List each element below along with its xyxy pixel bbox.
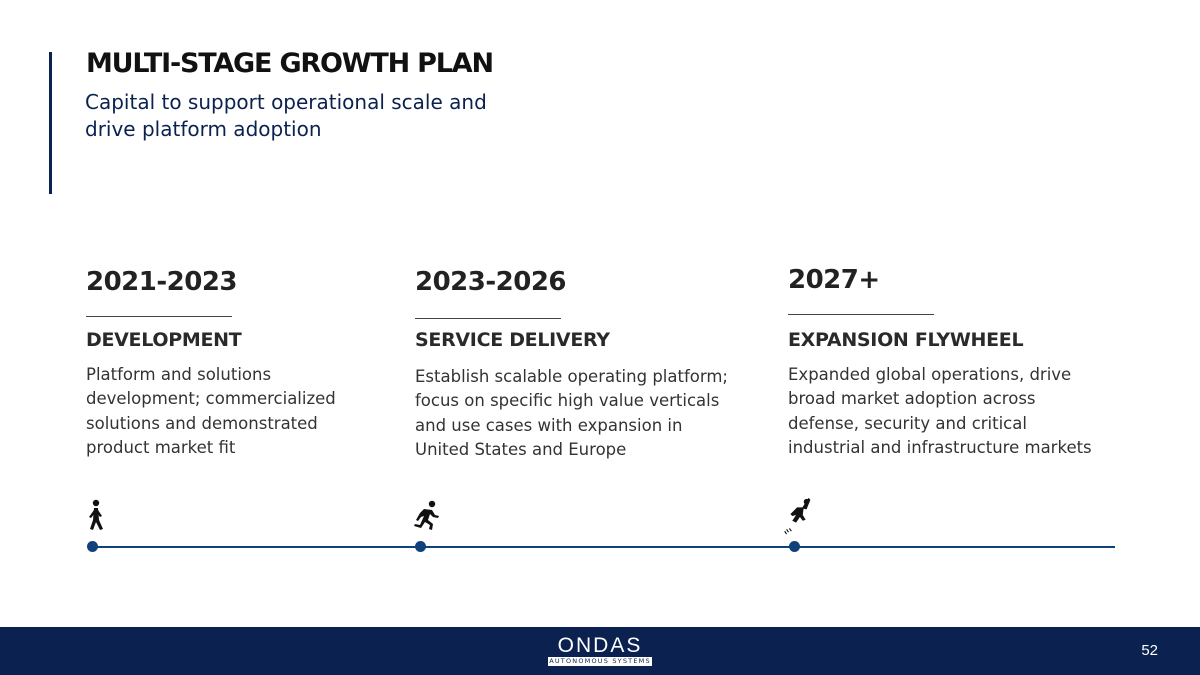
stage-divider <box>415 318 561 319</box>
stage-development: 2021-2023 DEVELOPMENT Platform and solut… <box>86 267 366 297</box>
stage-name: SERVICE DELIVERY <box>415 329 610 351</box>
stage-period: 2023-2026 <box>415 267 745 297</box>
stage-period: 2021-2023 <box>86 267 366 297</box>
stage-name: DEVELOPMENT <box>86 329 241 351</box>
stage-description: Establish scalable operating platform; f… <box>415 365 740 462</box>
timeline-line <box>91 546 1115 548</box>
stage-description: Platform and solutions development; comm… <box>86 363 351 460</box>
timeline-milestone-2027 <box>789 541 800 552</box>
stage-service-delivery: 2023-2026 SERVICE DELIVERY Establish sca… <box>415 267 745 297</box>
page-title: MULTI-STAGE GROWTH PLAN <box>86 48 493 79</box>
stage-description: Expanded global operations, drive broad … <box>788 363 1108 460</box>
ondas-logo: ONDAS AUTONOMOUS SYSTEMS <box>545 636 655 666</box>
stage-divider <box>86 316 232 317</box>
title-accent-bar <box>49 52 52 194</box>
sprinting-person-icon <box>782 496 814 536</box>
stage-divider <box>788 314 934 315</box>
timeline-milestone-2021 <box>87 541 98 552</box>
footer-bar: ONDAS AUTONOMOUS SYSTEMS 52 <box>0 627 1200 675</box>
stage-period: 2027+ <box>788 265 1118 295</box>
running-person-icon <box>410 498 442 538</box>
logo-wordmark: ONDAS <box>545 636 655 656</box>
page-subtitle: Capital to support operational scale and… <box>85 89 515 143</box>
walking-person-icon <box>82 498 108 538</box>
page-number: 52 <box>1141 642 1158 659</box>
logo-tagline: AUTONOMOUS SYSTEMS <box>548 657 652 666</box>
timeline-milestone-2023 <box>415 541 426 552</box>
stage-expansion-flywheel: 2027+ EXPANSION FLYWHEEL Expanded global… <box>788 265 1118 295</box>
stage-name: EXPANSION FLYWHEEL <box>788 329 1023 351</box>
